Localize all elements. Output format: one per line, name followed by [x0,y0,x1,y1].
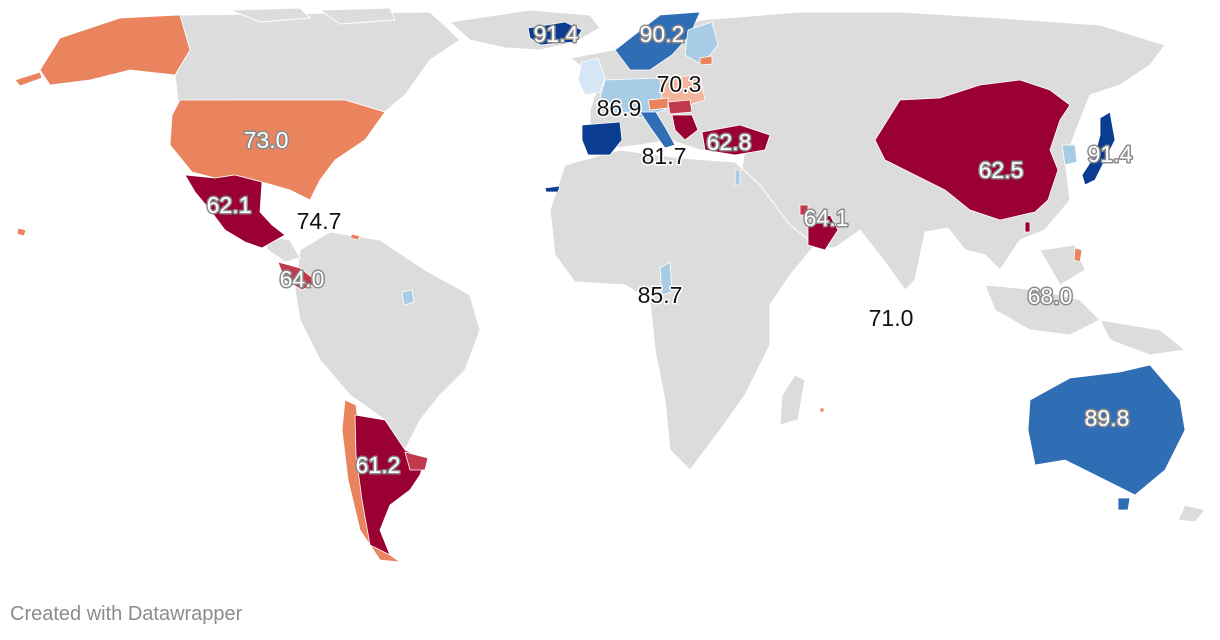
country-shapes [14,11,1186,563]
label-western-europe: 86.9 [597,95,642,121]
region-estonia [699,55,713,66]
region-norway-sweden [614,11,701,71]
region-hawaii [16,227,27,237]
region-iceland [527,21,583,46]
region-mauritius [819,407,825,413]
region-caribbean [349,233,361,241]
region-italy [639,111,676,149]
value-labels: 73.0 62.1 74.7 64.0 61.2 91.4 90.2 70.3 … [205,20,1134,480]
label-indian-ocean: 71.0 [869,305,914,331]
label-iceland: 91.4 [534,21,579,47]
label-caribbean: 74.7 [297,208,342,234]
region-central-america [277,261,319,291]
region-canary-islands [544,185,561,193]
label-japan: 91.4 [1088,141,1133,167]
region-qatar [799,204,809,216]
label-mexico: 62.1 [207,192,252,218]
region-turkey [701,124,771,156]
region-rwanda [659,261,673,296]
region-taiwan [1024,221,1031,233]
label-central-africa: 85.7 [638,282,683,308]
label-argentina: 61.2 [356,452,401,478]
region-uae-oman [807,214,839,251]
region-argentina [354,414,426,556]
region-mexico [184,174,286,249]
region-balkans [671,114,699,141]
region-finland [684,21,719,66]
region-israel [734,169,741,186]
label-southeast-asia: 68.0 [1028,283,1073,309]
choropleth-map: 73.0 62.1 74.7 64.0 61.2 91.4 90.2 70.3 … [14,7,1206,563]
region-alaska-islands [14,71,43,87]
region-uruguay [404,451,429,471]
region-australia [1027,364,1186,496]
region-czechia [647,97,669,111]
label-scandinavia: 90.2 [640,21,685,47]
region-french-guiana [401,289,415,306]
region-alaska [39,14,191,86]
label-china: 62.5 [979,157,1024,183]
region-hungary [667,99,693,115]
region-philippines [1073,247,1083,263]
region-china [874,79,1071,221]
region-united-states [169,99,386,201]
label-united-states: 73.0 [244,127,289,153]
label-gulf-states: 64.1 [804,205,849,231]
region-spain [581,121,623,156]
label-central-europe: 70.3 [657,71,702,97]
credit-text: Created with Datawrapper [10,603,243,625]
region-tasmania [1117,497,1131,511]
region-uk-ireland [577,57,606,96]
region-japan [1081,111,1116,186]
label-turkey: 62.8 [707,129,752,155]
label-australia: 89.8 [1085,405,1130,431]
region-poland [659,74,706,109]
region-south-korea [1061,144,1078,166]
label-southern-europe: 81.7 [642,143,687,169]
label-central-america: 64.0 [280,266,325,292]
